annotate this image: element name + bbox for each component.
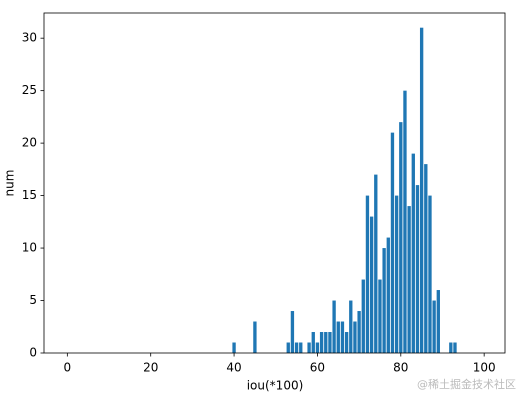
bar <box>232 342 236 353</box>
bar <box>357 311 361 353</box>
x-axis-label: iou(*100) <box>247 379 304 393</box>
x-tick-label: 100 <box>473 361 496 375</box>
bar <box>286 342 290 353</box>
x-tick-label: 20 <box>143 361 158 375</box>
x-tick-label: 40 <box>226 361 241 375</box>
bar <box>390 132 395 353</box>
bar <box>453 342 457 353</box>
bar <box>344 332 349 353</box>
bar <box>324 332 328 353</box>
bar <box>340 321 345 353</box>
bar <box>294 342 299 353</box>
y-tick-label: 5 <box>29 293 37 307</box>
bar <box>319 332 324 353</box>
bar <box>399 122 403 353</box>
bar <box>407 206 411 353</box>
bar <box>299 342 303 353</box>
bar <box>369 216 374 353</box>
bar <box>365 195 370 353</box>
y-tick-label: 0 <box>29 346 37 360</box>
bar <box>332 300 336 353</box>
y-tick-label: 25 <box>22 83 37 97</box>
y-tick-label: 20 <box>22 136 37 150</box>
bar <box>311 332 315 353</box>
bar <box>328 332 332 353</box>
bar <box>382 248 386 353</box>
bar <box>290 311 295 353</box>
y-axis-label: num <box>3 170 17 197</box>
x-tick-label: 80 <box>393 361 408 375</box>
bar <box>428 195 432 353</box>
bar <box>386 237 390 353</box>
bar <box>415 185 420 353</box>
y-tick-label: 10 <box>22 241 37 255</box>
y-tick-label: 15 <box>22 188 37 202</box>
bar <box>403 90 407 353</box>
bar <box>315 342 320 353</box>
bar <box>424 164 428 353</box>
bar <box>253 321 257 353</box>
bar <box>349 300 353 353</box>
bar <box>419 27 424 354</box>
bar <box>436 290 440 353</box>
bar <box>432 300 436 353</box>
bar <box>353 321 357 353</box>
watermark: @稀土掘金技术社区 <box>417 377 516 391</box>
bar <box>378 279 382 353</box>
bar <box>394 195 399 353</box>
y-tick-label: 30 <box>22 31 37 45</box>
bar <box>374 174 378 353</box>
bar <box>361 279 365 353</box>
bar <box>336 321 340 353</box>
bar <box>411 153 415 353</box>
bar <box>307 342 311 353</box>
x-tick-label: 0 <box>64 361 72 375</box>
bar <box>449 342 453 353</box>
x-tick-label: 60 <box>310 361 325 375</box>
axes-frame <box>43 12 506 354</box>
